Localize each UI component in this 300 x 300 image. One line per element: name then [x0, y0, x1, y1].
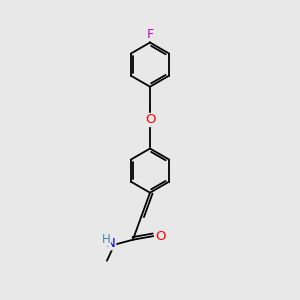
- Text: N: N: [106, 237, 116, 250]
- Text: O: O: [155, 230, 166, 243]
- Text: O: O: [145, 113, 155, 127]
- Text: H: H: [102, 233, 110, 246]
- Text: F: F: [146, 28, 154, 41]
